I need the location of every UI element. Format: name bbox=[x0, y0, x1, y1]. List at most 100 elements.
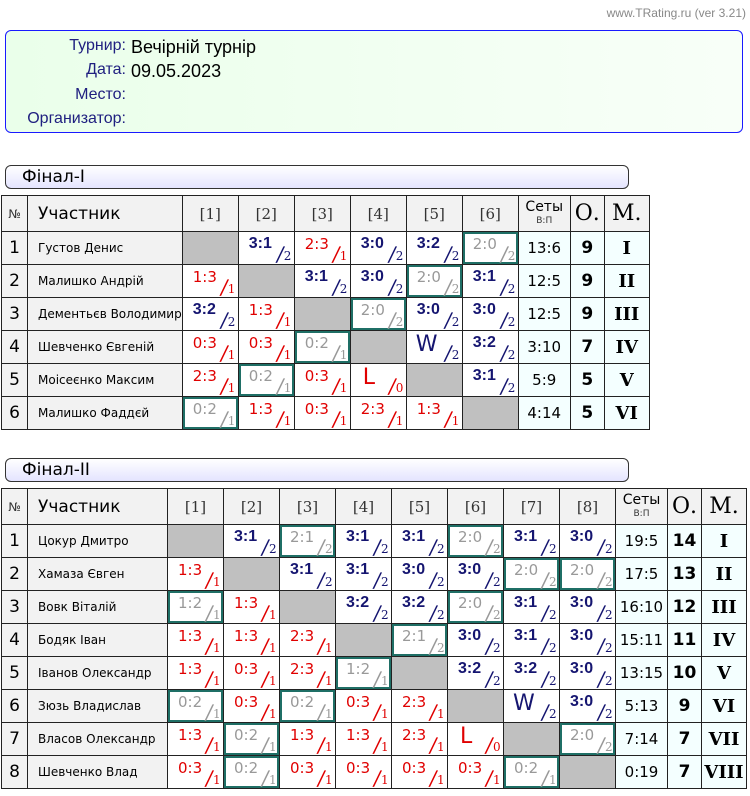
match-result-cell[interactable]: 2:0/2 bbox=[447, 590, 504, 625]
match-result-cell[interactable]: 0:3/1 bbox=[181, 330, 239, 365]
match-result-cell[interactable]: 3:2/2 bbox=[447, 656, 504, 691]
player-name[interactable]: Густов Денис bbox=[27, 231, 183, 265]
match-result-cell[interactable]: 1:3/1 bbox=[279, 722, 336, 757]
player-name[interactable]: Шевченко Влад bbox=[27, 755, 168, 789]
match-result-cell[interactable]: 2:0/2 bbox=[405, 264, 463, 299]
player-name[interactable]: Малишко Фаддєй bbox=[27, 396, 183, 430]
player-name[interactable]: Зюзь Владислав bbox=[27, 689, 168, 723]
match-result-cell[interactable]: 0:3/1 bbox=[279, 755, 336, 790]
match-result-cell[interactable]: 3:0/2 bbox=[559, 524, 616, 559]
match-result-cell[interactable]: 3:1/2 bbox=[461, 264, 519, 299]
match-result-cell[interactable]: 0:3/1 bbox=[293, 363, 351, 398]
match-result-cell[interactable]: W/2 bbox=[503, 689, 560, 724]
match-result-cell[interactable]: L/0 bbox=[447, 722, 504, 757]
match-result-cell[interactable]: 0:3/1 bbox=[335, 755, 392, 790]
match-result-cell[interactable]: 1:3/1 bbox=[223, 623, 280, 658]
match-result-cell[interactable]: 0:2/1 bbox=[293, 330, 351, 365]
match-result-cell[interactable]: 3:1/2 bbox=[335, 557, 392, 592]
match-result-cell[interactable]: 2:3/1 bbox=[391, 722, 448, 757]
match-result-cell[interactable]: 2:3/1 bbox=[279, 623, 336, 658]
match-result-cell[interactable]: 3:2/2 bbox=[391, 590, 448, 625]
match-result-cell[interactable]: 1:3/1 bbox=[167, 722, 224, 757]
match-result-cell[interactable]: 1:2/1 bbox=[335, 656, 392, 691]
match-result-cell[interactable]: 3:1/2 bbox=[391, 524, 448, 559]
match-result-cell[interactable]: 1:3/1 bbox=[237, 297, 295, 332]
match-result-cell[interactable]: 0:3/1 bbox=[391, 755, 448, 790]
match-result-cell[interactable]: 3:1/2 bbox=[223, 524, 280, 559]
player-name[interactable]: Власов Олександр bbox=[27, 722, 168, 756]
player-name[interactable]: Вовк Віталій bbox=[27, 590, 168, 624]
match-result-cell[interactable]: 3:0/2 bbox=[447, 557, 504, 592]
match-result-cell[interactable]: 3:1/2 bbox=[503, 623, 560, 658]
match-result-cell[interactable]: 3:2/2 bbox=[335, 590, 392, 625]
player-name[interactable]: Бодяк Іван bbox=[27, 623, 168, 657]
match-result-cell[interactable]: 0:3/1 bbox=[167, 755, 224, 790]
match-result-cell[interactable]: 2:3/1 bbox=[391, 689, 448, 724]
match-result-cell[interactable]: 0:2/1 bbox=[223, 722, 280, 757]
match-result-cell[interactable]: 2:0/2 bbox=[559, 722, 616, 757]
match-result-cell[interactable]: 0:3/1 bbox=[293, 396, 351, 431]
match-result-cell[interactable]: 3:0/2 bbox=[447, 623, 504, 658]
match-result-cell[interactable]: 2:1/2 bbox=[391, 623, 448, 658]
match-result-cell[interactable]: 3:2/2 bbox=[405, 231, 463, 266]
match-result-cell[interactable]: 3:0/2 bbox=[405, 297, 463, 332]
match-result-cell[interactable]: 0:3/1 bbox=[237, 330, 295, 365]
match-result-cell[interactable]: 3:0/2 bbox=[559, 590, 616, 625]
player-name[interactable]: Іванов Олександр bbox=[27, 656, 168, 690]
match-result-cell[interactable]: W/2 bbox=[405, 330, 463, 365]
match-result-cell[interactable]: 2:3/1 bbox=[293, 231, 351, 266]
player-name[interactable]: Цокур Дмитро bbox=[27, 524, 168, 558]
match-result-cell[interactable]: 3:0/2 bbox=[559, 656, 616, 691]
match-result-cell[interactable]: 0:2/1 bbox=[503, 755, 560, 790]
match-result-cell[interactable]: 3:0/2 bbox=[349, 231, 407, 266]
match-result-cell[interactable]: 2:3/1 bbox=[279, 656, 336, 691]
match-result-cell[interactable]: 2:0/2 bbox=[447, 524, 504, 559]
match-result-cell[interactable]: 3:1/2 bbox=[503, 524, 560, 559]
match-result-cell[interactable]: 2:1/2 bbox=[279, 524, 336, 559]
match-result-cell[interactable]: 3:1/2 bbox=[503, 590, 560, 625]
match-result-cell[interactable]: 0:2/1 bbox=[237, 363, 295, 398]
match-result-cell[interactable]: 2:0/2 bbox=[559, 557, 616, 592]
match-result-cell[interactable]: 0:3/1 bbox=[223, 656, 280, 691]
player-name[interactable]: Хамаза Євген bbox=[27, 557, 168, 591]
match-result-cell[interactable]: 0:3/1 bbox=[335, 689, 392, 724]
match-result-cell[interactable]: 3:2/2 bbox=[503, 656, 560, 691]
match-result-cell[interactable]: 1:3/1 bbox=[405, 396, 463, 431]
match-result-cell[interactable]: 1:3/1 bbox=[167, 557, 224, 592]
match-result-cell[interactable]: 0:3/1 bbox=[223, 689, 280, 724]
match-result-cell[interactable]: 2:3/1 bbox=[349, 396, 407, 431]
match-result-cell[interactable]: 1:3/1 bbox=[167, 623, 224, 658]
match-result-cell[interactable]: 3:1/2 bbox=[279, 557, 336, 592]
match-result-cell[interactable]: 0:2/1 bbox=[279, 689, 336, 724]
player-name[interactable]: Дементьєв Володимир bbox=[27, 297, 183, 331]
match-result-cell[interactable]: 1:3/1 bbox=[167, 656, 224, 691]
version-link[interactable]: www.TRating.ru (ver 3.21) bbox=[606, 6, 746, 20]
match-result-cell[interactable]: 3:0/2 bbox=[559, 689, 616, 724]
match-result-cell[interactable]: 3:2/2 bbox=[461, 330, 519, 365]
player-name[interactable]: Моісеєнко Максим bbox=[27, 363, 183, 397]
match-result-cell[interactable]: 3:2/2 bbox=[181, 297, 239, 332]
match-result-cell[interactable]: 2:3/1 bbox=[181, 363, 239, 398]
match-result-cell[interactable]: 1:3/1 bbox=[223, 590, 280, 625]
match-result-cell[interactable]: 2:0/2 bbox=[461, 231, 519, 266]
player-name[interactable]: Малишко Андрій bbox=[27, 264, 183, 298]
match-result-cell[interactable]: 0:2/1 bbox=[223, 755, 280, 790]
player-name[interactable]: Шевченко Євгеній bbox=[27, 330, 183, 364]
match-result-cell[interactable]: L/0 bbox=[349, 363, 407, 398]
match-result-cell[interactable]: 3:1/2 bbox=[293, 264, 351, 299]
match-result-cell[interactable]: 0:3/1 bbox=[447, 755, 504, 790]
match-result-cell[interactable]: 3:1/2 bbox=[335, 524, 392, 559]
match-result-cell[interactable]: 1:3/1 bbox=[181, 264, 239, 299]
match-result-cell[interactable]: 3:1/2 bbox=[237, 231, 295, 266]
match-result-cell[interactable]: 1:3/1 bbox=[335, 722, 392, 757]
match-result-cell[interactable]: 3:0/2 bbox=[461, 297, 519, 332]
match-result-cell[interactable]: 2:0/2 bbox=[503, 557, 560, 592]
match-result-cell[interactable]: 3:0/2 bbox=[349, 264, 407, 299]
match-result-cell[interactable]: 0:2/1 bbox=[181, 396, 239, 431]
match-result-cell[interactable]: 3:0/2 bbox=[559, 623, 616, 658]
match-result-cell[interactable]: 0:2/1 bbox=[167, 689, 224, 724]
match-result-cell[interactable]: 1:3/1 bbox=[237, 396, 295, 431]
match-result-cell[interactable]: 3:1/2 bbox=[461, 363, 519, 398]
match-result-cell[interactable]: 1:2/1 bbox=[167, 590, 224, 625]
match-result-cell[interactable]: 2:0/2 bbox=[349, 297, 407, 332]
